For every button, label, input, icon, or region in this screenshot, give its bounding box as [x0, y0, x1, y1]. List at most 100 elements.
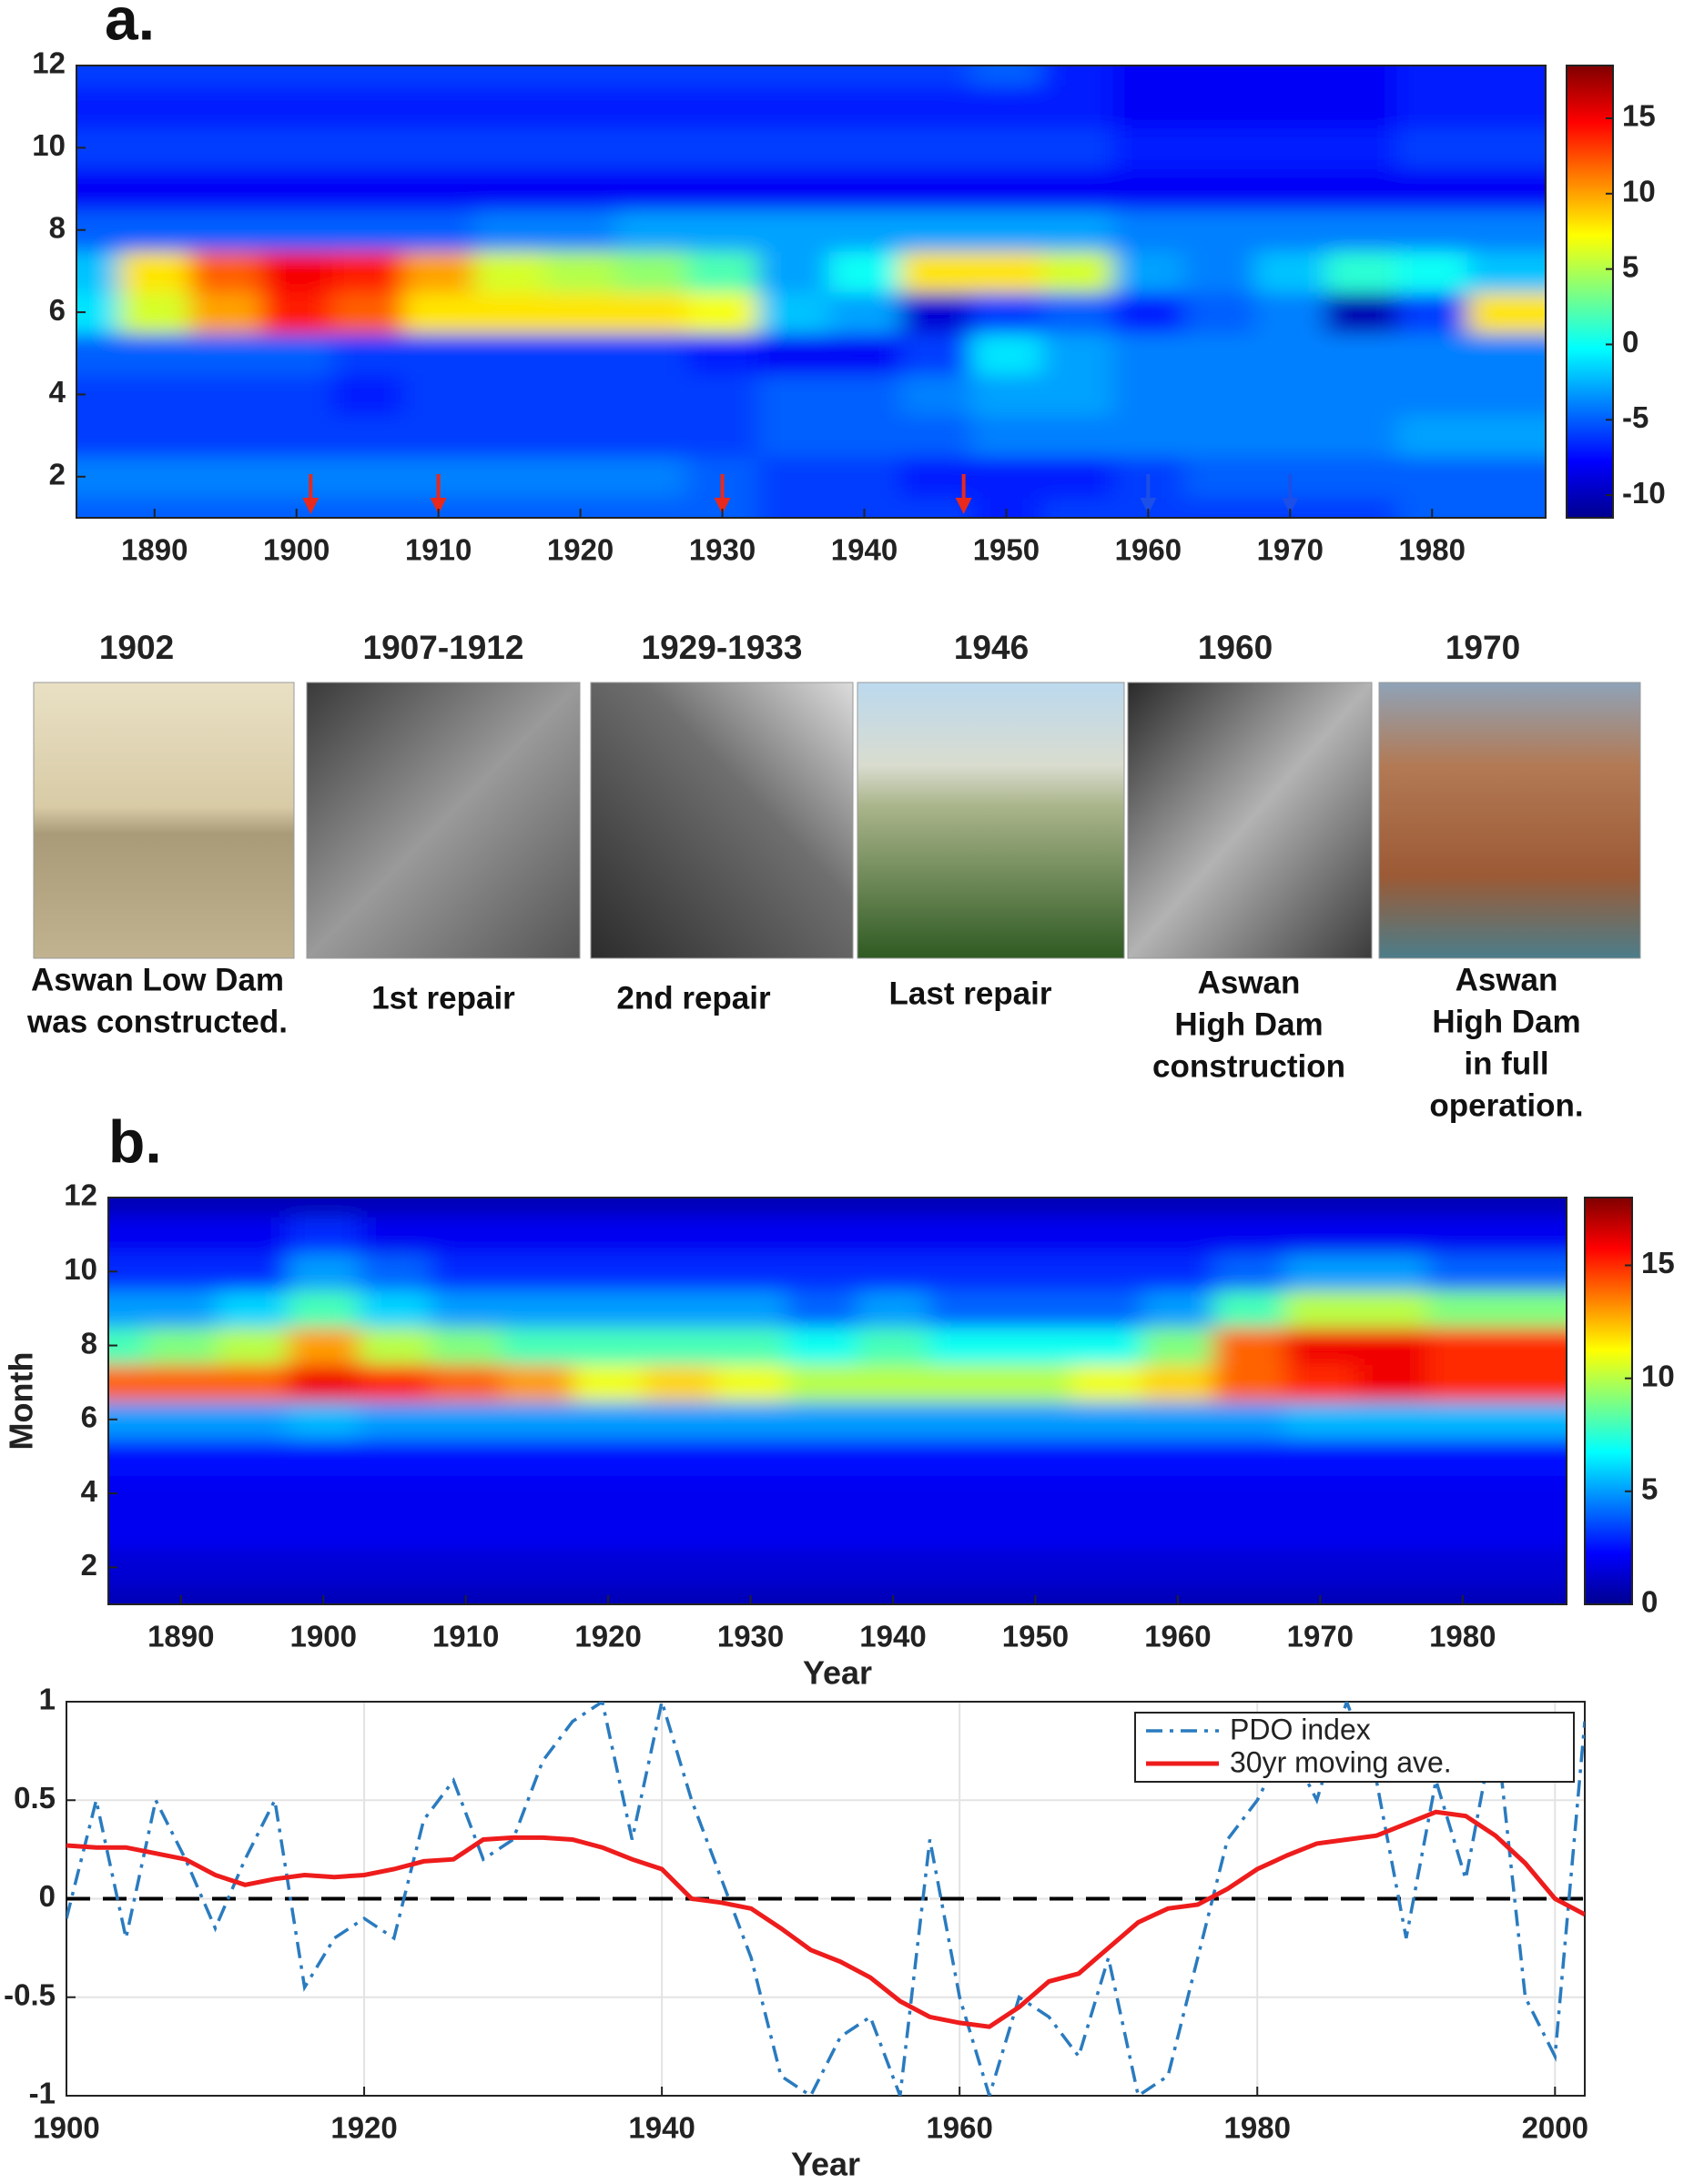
heatmap-cell: [1426, 1216, 1499, 1254]
colorbar-tick-label: -5: [1622, 400, 1648, 434]
photo: [306, 682, 581, 959]
heatmap-cell: [1183, 373, 1256, 417]
colorbar-tick-label: 0: [1622, 325, 1638, 359]
heatmap-cell: [757, 250, 830, 293]
heatmap-cell: [715, 1512, 787, 1551]
photo-caption: in full: [1464, 1046, 1548, 1081]
heatmap-cell: [573, 1289, 645, 1329]
heatmap: [108, 1198, 1567, 1604]
y-tick-label: 1: [39, 1683, 56, 1716]
colorbar-tick-label: 5: [1641, 1472, 1658, 1506]
heatmap-cell: [189, 497, 262, 518]
heatmap-cell: [970, 291, 1043, 334]
heatmap-cell: [1041, 86, 1114, 128]
heatmap-cell: [473, 250, 546, 293]
heatmap-cell: [1355, 1289, 1428, 1329]
heatmap-cell: [786, 1438, 858, 1476]
photo-caption: construction: [1152, 1048, 1345, 1084]
heatmap-cell: [1183, 250, 1256, 293]
heatmap-cell: [573, 1216, 645, 1254]
heatmap-cell: [757, 167, 830, 211]
heatmap-cell: [501, 1252, 574, 1291]
heatmap-cell: [359, 1438, 431, 1476]
heatmap-cell: [999, 1438, 1072, 1476]
heatmap-cell: [1426, 1252, 1499, 1291]
heatmap-cell: [359, 1400, 431, 1440]
heatmap-cell: [1041, 66, 1114, 87]
heatmap-cell: [928, 1216, 1001, 1254]
heatmap-cell: [1396, 66, 1469, 87]
heatmap-cell: [615, 66, 688, 87]
heatmap-cell: [1041, 291, 1114, 334]
heatmap-cell: [1213, 1198, 1286, 1218]
heatmap-cell: [786, 1252, 858, 1291]
heatmap-cell: [970, 126, 1043, 169]
heatmap-cell: [899, 209, 972, 252]
heatmap-cell: [118, 497, 191, 518]
heatmap-cell: [1497, 1549, 1567, 1587]
heatmap-cell: [544, 86, 617, 128]
heatmap-cell: [260, 415, 333, 458]
heatmap-cell: [1183, 332, 1256, 375]
heatmap-cell: [1396, 209, 1469, 252]
heatmap-cell: [1213, 1216, 1286, 1254]
heatmap-cell: [1426, 1198, 1499, 1218]
heatmap-cell: [260, 86, 333, 128]
heatmap-cell: [145, 1438, 218, 1476]
heatmap-cell: [999, 1327, 1072, 1365]
heatmap-cell: [828, 250, 901, 293]
heatmap-cell: [1183, 291, 1256, 334]
heatmap-cell: [1467, 332, 1546, 375]
colorbar-tick-label: -10: [1622, 476, 1666, 510]
heatmap-cell: [145, 1216, 218, 1254]
heatmap-cell: [757, 291, 830, 334]
heatmap-cell: [544, 209, 617, 252]
heatmap-cell: [1041, 209, 1114, 252]
heatmap-cell: [430, 1198, 502, 1218]
heatmap-cell: [1426, 1438, 1499, 1476]
heatmap-cell: [359, 1216, 431, 1254]
heatmap-cell: [430, 1216, 502, 1254]
heatmap-cell: [216, 1327, 289, 1365]
heatmap-cell: [573, 1474, 645, 1513]
heatmap-cell: [828, 167, 901, 211]
heatmap-cell: [857, 1216, 930, 1254]
heatmap-cell: [857, 1438, 930, 1476]
heatmap-cell: [644, 1252, 716, 1291]
heatmap-cell: [1396, 126, 1469, 169]
heatmap-cell: [108, 1198, 147, 1218]
heatmap-cell: [1183, 167, 1256, 211]
photo-year: 1960: [1198, 629, 1273, 666]
heatmap-cell: [786, 1216, 858, 1254]
heatmap-cell: [615, 167, 688, 211]
heatmap-cell: [615, 209, 688, 252]
x-axis-label: Year: [803, 1654, 872, 1692]
heatmap-cell: [786, 1400, 858, 1440]
heatmap-cell: [999, 1512, 1072, 1551]
heatmap-cell: [1141, 1252, 1215, 1291]
arrow-head: [430, 498, 447, 514]
heatmap-cell: [686, 415, 759, 458]
heatmap-cell: [1497, 1252, 1567, 1291]
heatmap-cell: [189, 291, 262, 334]
heatmap-cell: [1141, 1400, 1215, 1440]
heatmap-cell: [757, 66, 830, 87]
heatmap-cell: [189, 373, 262, 417]
heatmap-cell: [928, 1289, 1001, 1329]
heatmap-cell: [76, 497, 120, 518]
heatmap-cell: [1355, 1327, 1428, 1365]
heatmap-cell: [501, 1327, 574, 1365]
heatmap-cell: [644, 1216, 716, 1254]
colorbar-tick-label: 15: [1622, 99, 1656, 133]
heatmap-cell: [430, 1289, 502, 1329]
heatmap-cell: [288, 1252, 360, 1291]
heatmap-cell: [1041, 373, 1114, 417]
heatmap-cell: [715, 1252, 787, 1291]
photo-caption: operation.: [1429, 1087, 1583, 1123]
heatmap-cell: [189, 456, 262, 499]
heatmap-cell: [644, 1400, 716, 1440]
heatmap-cell: [928, 1438, 1001, 1476]
heatmap-cell: [331, 250, 404, 293]
heatmap-cell: [288, 1400, 360, 1440]
